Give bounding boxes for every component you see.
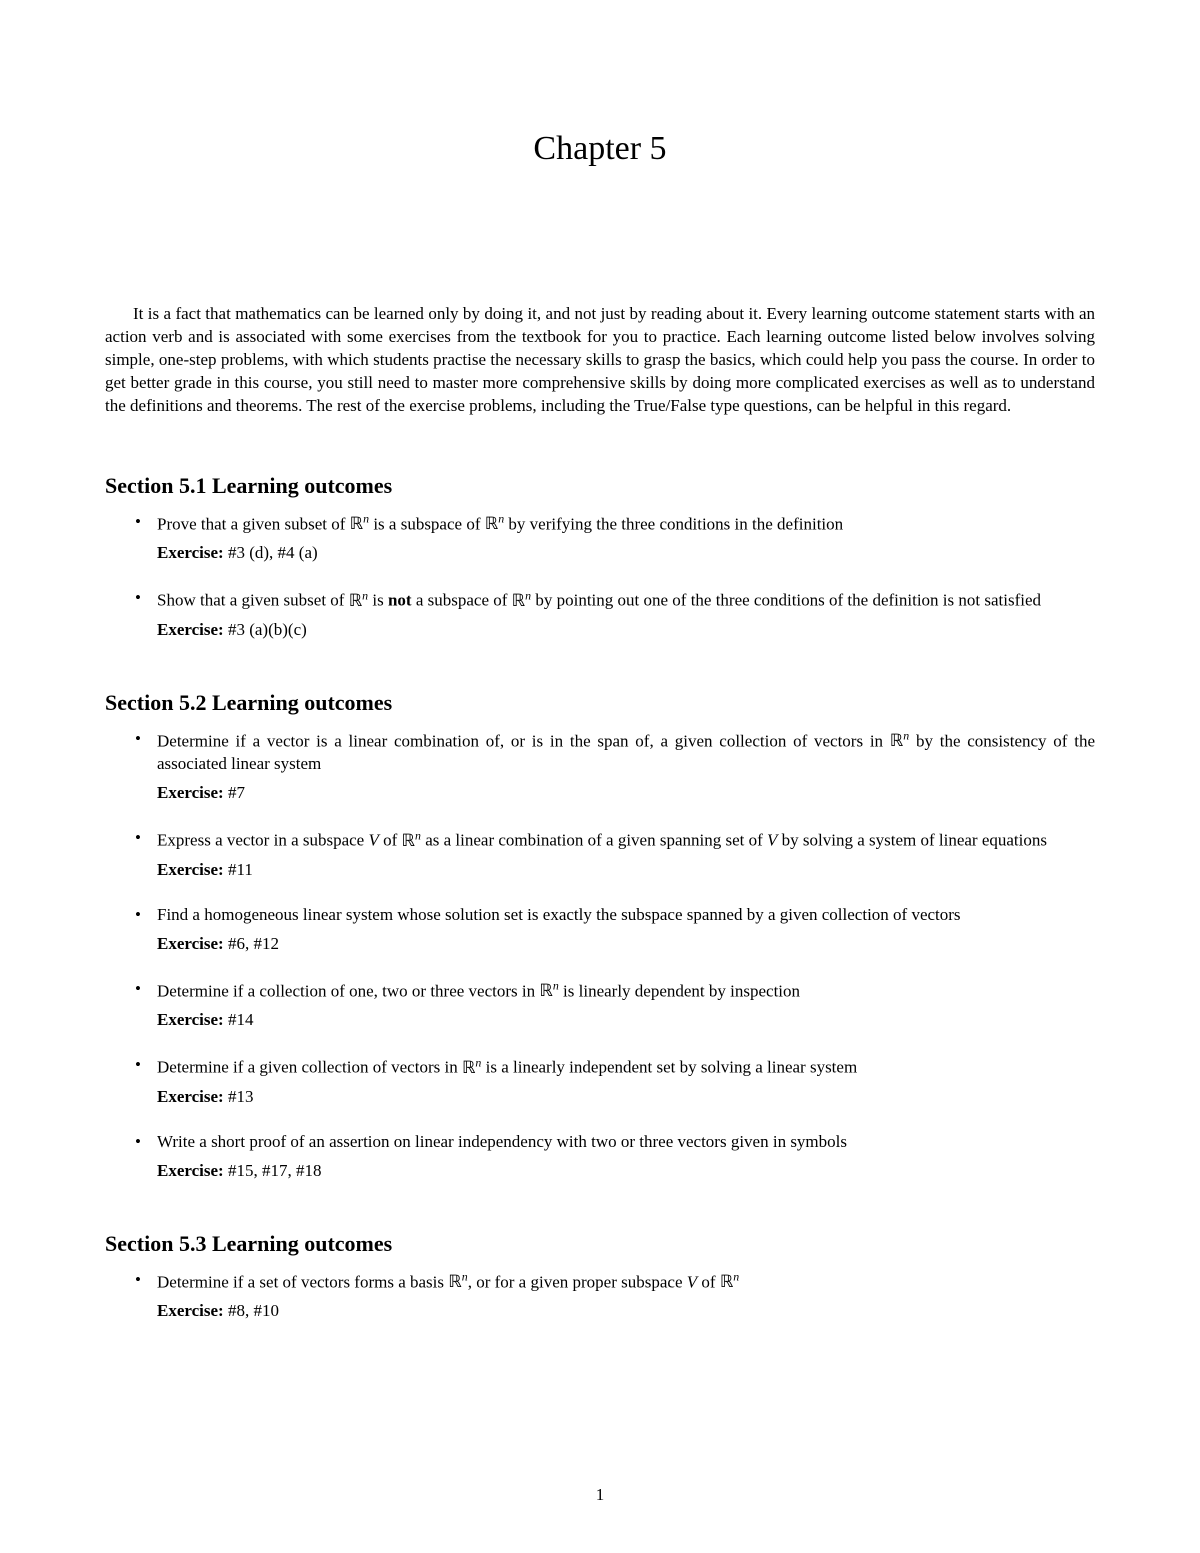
list-item: Write a short proof of an assertion on l… xyxy=(157,1131,1095,1183)
chapter-title: Chapter 5 xyxy=(105,130,1095,168)
list-item: Find a homogeneous linear system whose s… xyxy=(157,904,1095,956)
list-item: Determine if a given collection of vecto… xyxy=(157,1054,1095,1109)
list-item: Express a vector in a subspace V of ℝn a… xyxy=(157,827,1095,882)
intro-paragraph: It is a fact that mathematics can be lea… xyxy=(105,303,1095,418)
exercise-line: Exercise: #13 xyxy=(157,1086,1095,1109)
outcome-text: Determine if a given collection of vecto… xyxy=(157,1054,1095,1080)
intro-text: It is a fact that mathematics can be lea… xyxy=(105,304,1095,415)
exercise-line: Exercise: #11 xyxy=(157,859,1095,882)
section-5-1-title: Section 5.1 Learning outcomes xyxy=(105,473,1095,499)
section-5-1-outcomes: Prove that a given subset of ℝn is a sub… xyxy=(105,511,1095,642)
section-5-3-title: Section 5.3 Learning outcomes xyxy=(105,1231,1095,1257)
exercise-line: Exercise: #8, #10 xyxy=(157,1300,1095,1323)
outcome-text: Find a homogeneous linear system whose s… xyxy=(157,904,1095,927)
outcome-text: Show that a given subset of ℝn is not a … xyxy=(157,587,1095,613)
section-5-2-title: Section 5.2 Learning outcomes xyxy=(105,690,1095,716)
outcome-text: Prove that a given subset of ℝn is a sub… xyxy=(157,511,1095,537)
section-5-3-outcomes: Determine if a set of vectors forms a ba… xyxy=(105,1269,1095,1324)
outcome-text: Determine if a set of vectors forms a ba… xyxy=(157,1269,1095,1295)
outcome-text: Express a vector in a subspace V of ℝn a… xyxy=(157,827,1095,853)
list-item: Determine if a vector is a linear combin… xyxy=(157,728,1095,805)
exercise-line: Exercise: #7 xyxy=(157,782,1095,805)
outcome-text: Determine if a vector is a linear combin… xyxy=(157,728,1095,777)
exercise-line: Exercise: #14 xyxy=(157,1009,1095,1032)
list-item: Show that a given subset of ℝn is not a … xyxy=(157,587,1095,642)
exercise-line: Exercise: #15, #17, #18 xyxy=(157,1160,1095,1183)
list-item: Determine if a set of vectors forms a ba… xyxy=(157,1269,1095,1324)
list-item: Determine if a collection of one, two or… xyxy=(157,978,1095,1033)
exercise-line: Exercise: #3 (a)(b)(c) xyxy=(157,619,1095,642)
exercise-line: Exercise: #6, #12 xyxy=(157,933,1095,956)
list-item: Prove that a given subset of ℝn is a sub… xyxy=(157,511,1095,566)
page-number: 1 xyxy=(0,1485,1200,1505)
exercise-line: Exercise: #3 (d), #4 (a) xyxy=(157,542,1095,565)
outcome-text: Write a short proof of an assertion on l… xyxy=(157,1131,1095,1154)
outcome-text: Determine if a collection of one, two or… xyxy=(157,978,1095,1004)
section-5-2-outcomes: Determine if a vector is a linear combin… xyxy=(105,728,1095,1183)
